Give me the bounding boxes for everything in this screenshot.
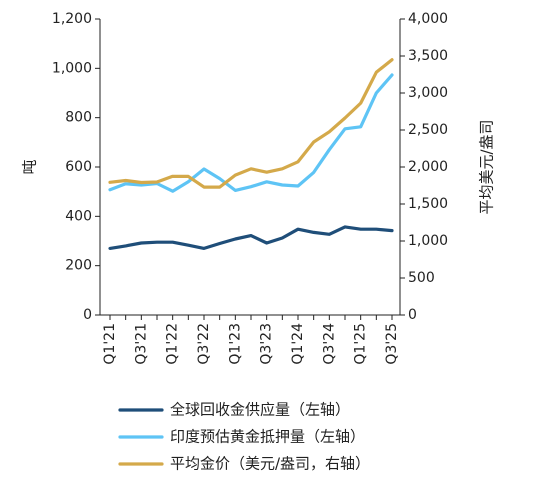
x-tick-label: Q1'22 <box>165 323 181 365</box>
left-tick-label: 1,200 <box>52 11 92 27</box>
left-tick-label: 200 <box>65 258 92 274</box>
right-tick-label: 500 <box>408 270 435 286</box>
right-tick-label: 3,000 <box>408 85 448 101</box>
right-tick-label: 4,000 <box>408 11 448 27</box>
x-tick-label: Q3'24 <box>321 323 337 365</box>
right-tick-label: 2,500 <box>408 122 448 138</box>
x-axis-ticks: Q1'21 Q3'21 Q1'22 Q3'22 Q1'23 Q3'23 Q1'24 Q3'24… <box>102 315 400 365</box>
x-tick-label: Q3'25 <box>384 323 400 365</box>
legend: 全球回收金供应量（左轴） 印度预估黄金抵押量（左轴） 平均金价（美元/盎司，右轴） <box>118 401 370 473</box>
series-line-3 <box>108 58 394 189</box>
axes <box>99 19 401 316</box>
x-tick-label: Q3'21 <box>133 323 149 365</box>
right-tick-label: 2,000 <box>408 159 448 175</box>
x-tick-label: Q3'23 <box>259 323 275 365</box>
x-tick-label: Q1'25 <box>353 323 369 365</box>
right-tick-label: 1,000 <box>408 233 448 249</box>
series-line-2 <box>108 73 394 193</box>
right-tick-label: 0 <box>408 307 417 323</box>
left-axis-title: 吨 <box>21 159 39 174</box>
series-lines <box>108 58 394 250</box>
right-tick-label: 3,500 <box>408 48 448 64</box>
x-tick-label: Q1'24 <box>290 323 306 365</box>
left-tick-label: 400 <box>65 208 92 224</box>
x-tick-label: Q1'23 <box>227 323 243 365</box>
left-tick-label: 600 <box>65 159 92 175</box>
legend-label: 全球回收金供应量（左轴） <box>170 401 350 419</box>
series-line-1 <box>108 225 394 250</box>
right-tick-label: 1,500 <box>408 196 448 212</box>
x-tick-label: Q1'21 <box>102 323 118 365</box>
left-tick-label: 1,000 <box>52 60 92 76</box>
right-axis-ticks: 0 500 1,000 1,500 2,000 2,500 3,000 3,500 4,000 <box>400 11 448 323</box>
legend-label: 印度预估黄金抵押量（左轴） <box>170 428 365 446</box>
left-tick-label: 800 <box>65 110 92 126</box>
left-tick-label: 0 <box>83 307 92 323</box>
right-axis-title: 平均美元/盎司 <box>478 119 496 214</box>
x-tick-label: Q3'22 <box>196 323 212 365</box>
left-axis-ticks: 0 200 400 600 800 1,000 1,200 <box>52 11 100 323</box>
legend-label: 平均金价（美元/盎司，右轴） <box>170 455 370 473</box>
